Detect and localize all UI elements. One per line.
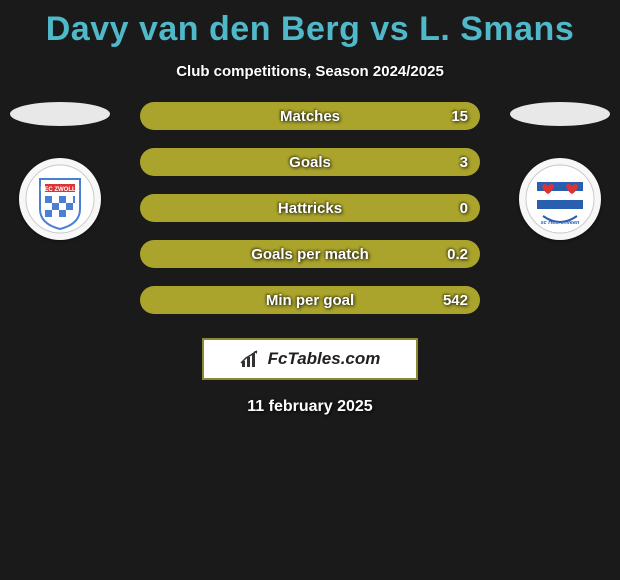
page-title: Davy van den Berg vs L. Smans (46, 10, 574, 49)
right-player-ellipse (510, 102, 610, 126)
stat-label: Matches (140, 108, 480, 125)
watermark-badge: FcTables.com (202, 338, 418, 380)
content-wrapper: Davy van den Berg vs L. Smans Club compe… (0, 0, 620, 580)
left-player-ellipse (10, 102, 110, 126)
svg-text:sc Heerenveen: sc Heerenveen (541, 220, 580, 226)
pec-zwolle-crest-icon: PEC ZWOLLE (25, 164, 95, 234)
stat-label: Min per goal (140, 292, 480, 309)
date-text: 11 february 2025 (247, 398, 372, 416)
stat-bar: Matches15 (140, 102, 480, 130)
stat-value-right: 542 (443, 292, 468, 309)
stat-value-right: 15 (451, 108, 468, 125)
stat-label: Hattricks (140, 200, 480, 217)
right-player-column: sc Heerenveen (510, 102, 610, 240)
left-team-crest: PEC ZWOLLE (19, 158, 101, 240)
stat-bar: Goals3 (140, 148, 480, 176)
stat-value-right: 0.2 (447, 246, 468, 263)
stat-value-right: 3 (460, 154, 468, 171)
page-subtitle: Club competitions, Season 2024/2025 (176, 63, 444, 80)
svg-text:PEC ZWOLLE: PEC ZWOLLE (40, 187, 79, 193)
stat-value-right: 0 (460, 200, 468, 217)
right-team-crest: sc Heerenveen (519, 158, 601, 240)
stat-bar: Hattricks0 (140, 194, 480, 222)
stat-bar: Goals per match0.2 (140, 240, 480, 268)
sc-heerenveen-crest-icon: sc Heerenveen (525, 164, 595, 234)
stat-bars: Matches15 Goals3 Hattricks0 Goals per match… (140, 102, 480, 314)
stat-bar: Min per goal542 (140, 286, 480, 314)
watermark-text: FcTables.com (268, 349, 381, 369)
comparison-area: PEC ZWOLLE (0, 102, 620, 314)
stat-label: Goals per match (140, 246, 480, 263)
left-player-column: PEC ZWOLLE (10, 102, 110, 240)
stat-label: Goals (140, 154, 480, 171)
chart-icon (240, 349, 262, 369)
